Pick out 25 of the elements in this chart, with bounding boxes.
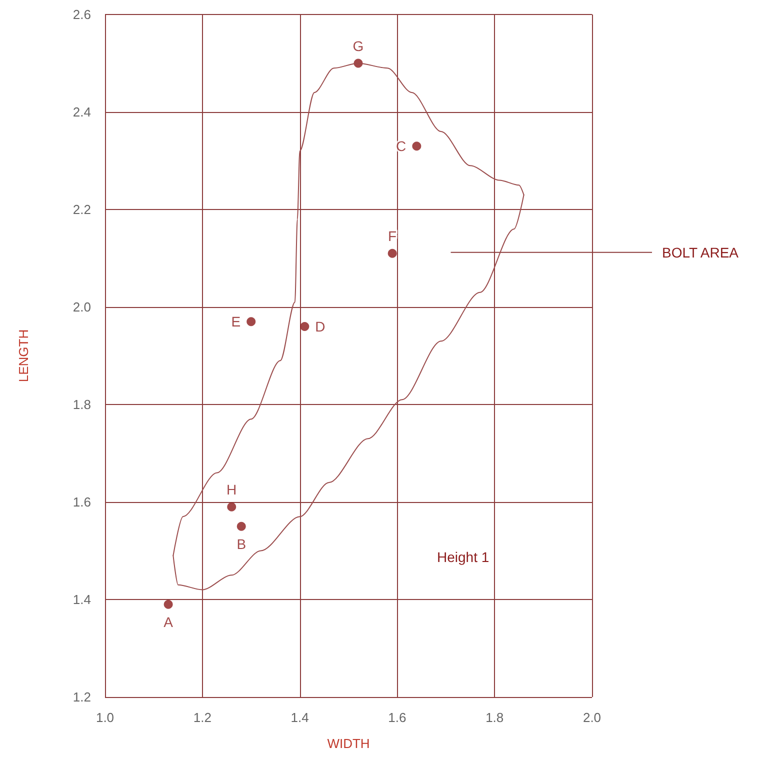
y-tick-label: 1.2 <box>72 690 91 704</box>
y-tick-label: 2.4 <box>72 104 91 120</box>
data-label: B <box>236 536 246 552</box>
annotation: Height 1 <box>437 549 490 565</box>
y-tick-label: 1.8 <box>72 397 91 412</box>
x-tick-label: 2.0 <box>582 710 602 725</box>
x-tick-label: 1.2 <box>193 710 212 725</box>
x-tick-label: 1.0 <box>96 710 114 725</box>
y-tick-label: 1.6 <box>72 494 91 510</box>
y-tick-label: 2.2 <box>72 202 91 217</box>
data-label: G <box>352 38 364 54</box>
data-label: D <box>315 318 326 334</box>
data-label: A <box>164 614 174 630</box>
y-tick-label: 2.0 <box>72 300 91 314</box>
y-tick-label: 1.4 <box>72 592 91 607</box>
x-tick-label: 1.4 <box>290 710 309 725</box>
x-axis-title: WIDTH <box>327 736 370 751</box>
x-tick-label: 1.6 <box>388 710 406 725</box>
data-label: F <box>388 228 397 244</box>
text: BOLT AREA <box>662 244 740 260</box>
y-tick-label: 2.6 <box>72 7 91 22</box>
y-axis-title: LENGTH <box>16 329 31 382</box>
data-label: H <box>226 481 237 498</box>
x-tick-label: 1.8 <box>486 710 504 725</box>
data-label: E <box>231 314 241 330</box>
